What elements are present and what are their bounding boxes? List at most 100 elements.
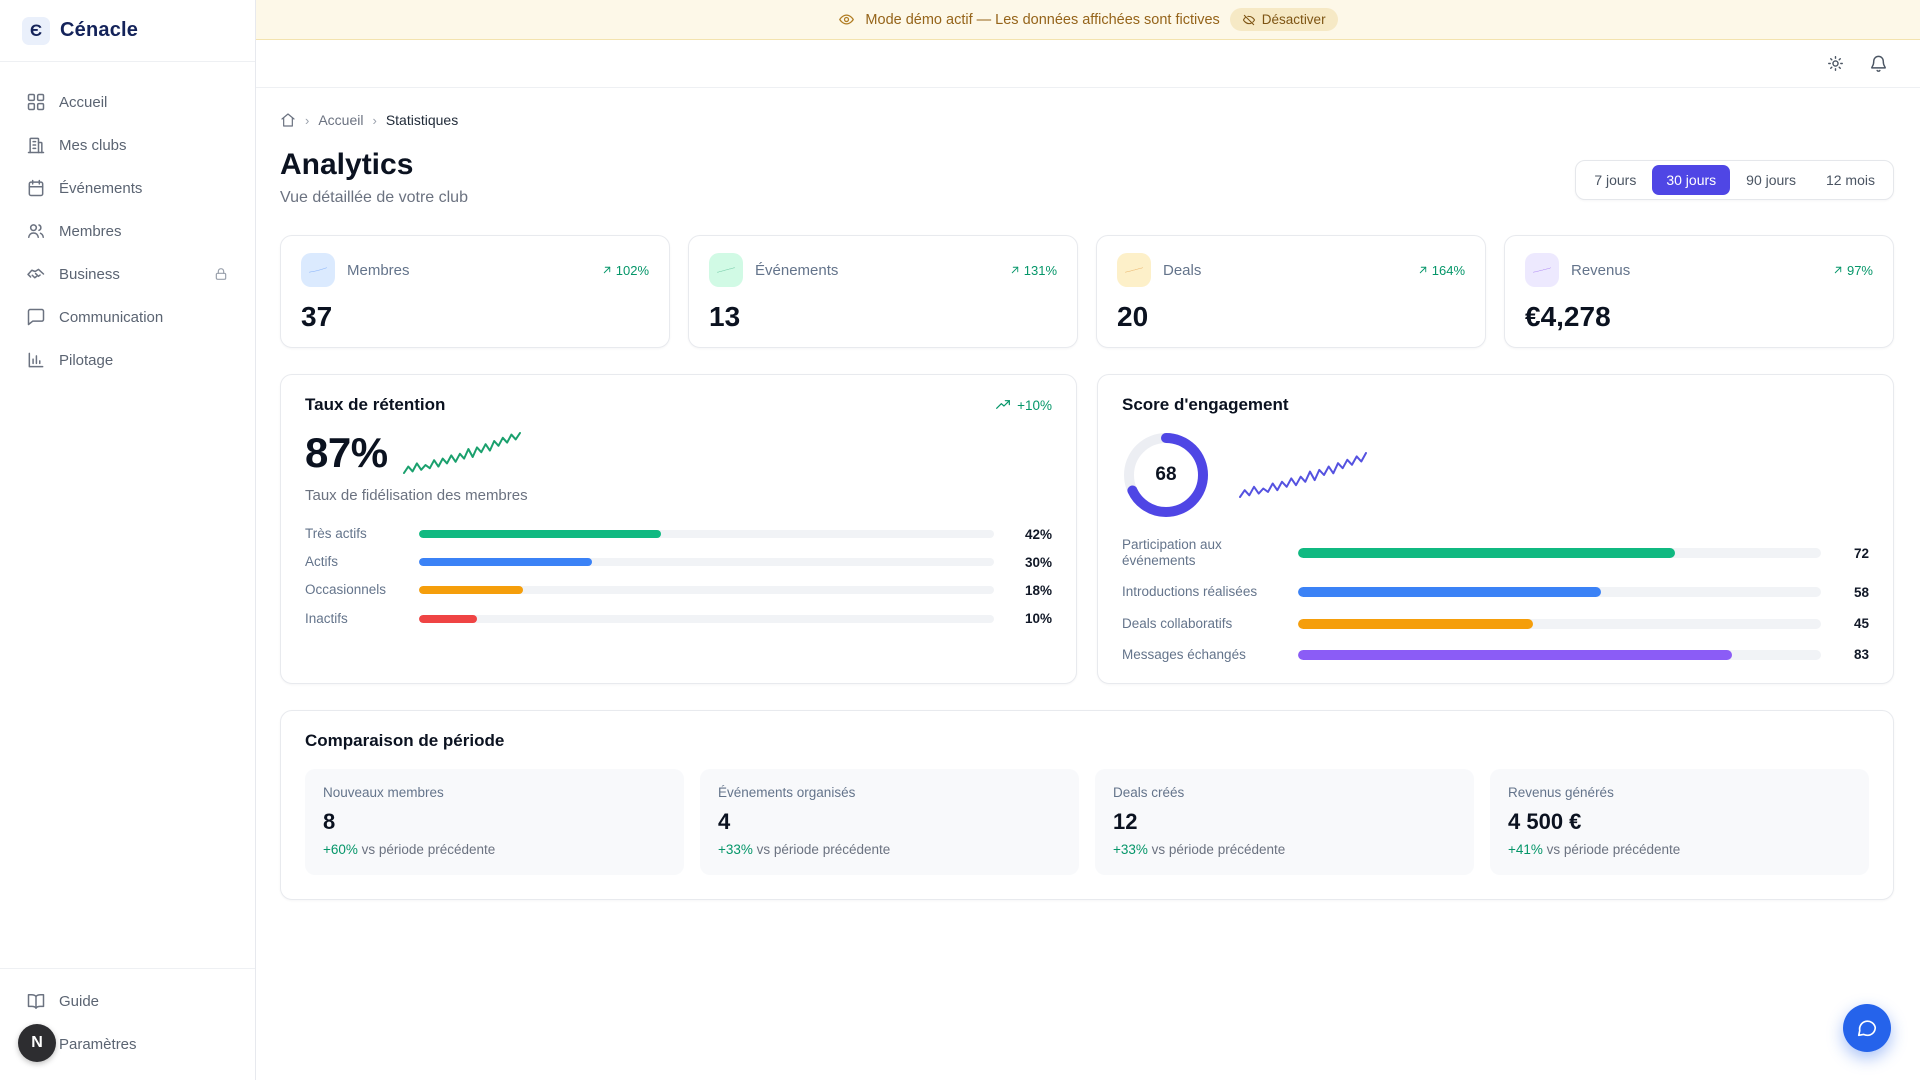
- bar-value: 18%: [1024, 582, 1052, 598]
- dollar-icon: [1525, 253, 1559, 287]
- range-tab-12-mois[interactable]: 12 mois: [1812, 165, 1889, 195]
- stat-label: Membres: [347, 261, 410, 279]
- notifications-bell-icon[interactable]: [1869, 54, 1888, 73]
- stat-card-membres: Membres 102% 37: [280, 235, 670, 348]
- comparison-label: Événements organisés: [718, 784, 856, 800]
- metric-bar-row: Inactifs 10%: [305, 611, 1052, 627]
- stat-label: Deals: [1163, 261, 1202, 279]
- comparison-label: Revenus générés: [1508, 784, 1614, 800]
- comparison-change: +60% vs période précédente: [323, 841, 496, 857]
- chat-support-button[interactable]: [1843, 1004, 1891, 1052]
- sidebar-nav: Accueil Mes clubs Événements Membres Bus…: [0, 62, 255, 400]
- stat-value: €4,278: [1525, 301, 1611, 332]
- comparison-card: Événements organisés 4 +33% vs période p…: [700, 768, 1079, 875]
- range-tab-90-jours[interactable]: 90 jours: [1732, 165, 1810, 195]
- range-tab-30-jours[interactable]: 30 jours: [1652, 165, 1731, 195]
- theme-toggle-sun-icon[interactable]: [1826, 54, 1845, 73]
- sidebar-item-label: Business: [59, 265, 120, 283]
- retention-subtitle: Taux de fidélisation des membres: [305, 487, 528, 504]
- bar-fill: [419, 586, 523, 595]
- building-icon: [26, 135, 46, 155]
- bar-label: Très actifs: [305, 526, 367, 541]
- bar-label: Occasionnels: [305, 582, 387, 598]
- page-header: Analytics Vue détaillée de votre club 7 …: [280, 148, 1894, 207]
- metric-bar-row: Messages échangés 83: [1122, 647, 1869, 663]
- bar-value: 58: [1853, 584, 1869, 600]
- sidebar-item-membres[interactable]: Membres: [16, 213, 239, 249]
- bar-label: Actifs: [305, 554, 339, 570]
- metric-bar-row: Introductions réalisées 58: [1122, 584, 1869, 600]
- comparison-card: Deals créés 12 +33% vs période précédent…: [1095, 768, 1474, 875]
- stat-change: 164%: [1417, 263, 1465, 278]
- arrow-up-right-icon: [1832, 264, 1844, 276]
- metric-bar-row: Actifs 30%: [305, 554, 1052, 570]
- breadcrumb-accueil[interactable]: Accueil: [318, 112, 364, 128]
- sidebar-item-pilotage[interactable]: Pilotage: [16, 342, 239, 378]
- user-avatar[interactable]: N: [18, 1024, 56, 1062]
- bar-track: [1298, 548, 1821, 559]
- sidebar: Є Cénacle Accueil Mes clubs Événements M…: [0, 0, 256, 1080]
- comparison-change: +33% vs période précédente: [1113, 841, 1286, 857]
- page-content: › Accueil › Statistiques Analytics Vue d…: [256, 88, 1920, 1080]
- stat-value: 37: [301, 301, 333, 332]
- sidebar-item-mes-clubs[interactable]: Mes clubs: [16, 127, 239, 163]
- comparison-value: 8: [323, 808, 336, 834]
- topbar: [256, 40, 1920, 88]
- bar-fill: [1298, 548, 1675, 559]
- stat-change: 97%: [1832, 263, 1873, 278]
- demo-banner-text: Mode démo actif — Les données affichées …: [865, 11, 1220, 28]
- sidebar-item-accueil[interactable]: Accueil: [16, 84, 239, 120]
- bar-label: Messages échangés: [1122, 646, 1246, 662]
- sidebar-item-label: Membres: [59, 222, 122, 240]
- handshake-icon: [1117, 253, 1151, 287]
- sidebar-item-label: Paramètres: [59, 1035, 137, 1053]
- arrow-up-right-icon: [601, 264, 613, 276]
- brand-name: Cénacle: [60, 19, 139, 41]
- retention-change: +10%: [995, 397, 1052, 413]
- bar-track: [1298, 587, 1821, 598]
- stat-cards-row: Membres 102% 37 Événements 131% 13 Deals…: [280, 235, 1894, 348]
- comparison-title: Comparaison de période: [305, 730, 505, 750]
- engagement-panel: Score d'engagement 68 Participation aux …: [1097, 374, 1894, 684]
- bar-value: 45: [1853, 616, 1869, 632]
- chat-bubble-icon: [1856, 1017, 1878, 1039]
- metric-bar-row: Participation aux événements 72: [1122, 537, 1869, 569]
- eye-icon: [838, 11, 855, 28]
- bar-track: [419, 586, 994, 595]
- date-range-tabs: 7 jours 30 jours 90 jours 12 mois: [1575, 160, 1894, 200]
- main-area: Mode démo actif — Les données affichées …: [256, 0, 1920, 1080]
- disable-demo-button[interactable]: Désactiver: [1229, 8, 1338, 31]
- sidebar-item-communication[interactable]: Communication: [16, 299, 239, 335]
- retention-value: 87%: [305, 429, 388, 476]
- comparison-value: 4 500 €: [1508, 808, 1582, 834]
- comparison-panel: Comparaison de période Nouveaux membres …: [280, 709, 1894, 900]
- page-title: Analytics: [280, 148, 414, 181]
- metric-bar-row: Très actifs 42%: [305, 526, 1052, 542]
- home-icon[interactable]: [280, 112, 296, 128]
- engagement-bars: Participation aux événements 72 Introduc…: [1122, 537, 1869, 663]
- arrow-up-right-icon: [1417, 264, 1429, 276]
- metric-bar-row: Occasionnels 18%: [305, 582, 1052, 598]
- bar-track: [419, 614, 994, 623]
- eye-off-icon: [1242, 13, 1256, 27]
- message-icon: [26, 307, 46, 327]
- stat-sparkline: [1751, 299, 1873, 333]
- bar-value: 30%: [1024, 554, 1052, 570]
- stat-sparkline: [1343, 299, 1465, 333]
- retention-panel: Taux de rétention +10% 87% Taux de fidél…: [280, 374, 1077, 684]
- sidebar-item-business[interactable]: Business: [16, 256, 239, 292]
- bar-track: [1298, 649, 1821, 660]
- retention-title: Taux de rétention: [305, 395, 446, 414]
- brand-logo-icon: Є: [22, 16, 50, 45]
- arrow-up-right-icon: [1009, 264, 1021, 276]
- comparison-label: Deals créés: [1113, 784, 1185, 800]
- engagement-score-donut: 68: [1122, 431, 1210, 519]
- users-icon: [26, 221, 46, 241]
- range-tab-7-jours[interactable]: 7 jours: [1580, 165, 1650, 195]
- sidebar-item-evenements[interactable]: Événements: [16, 170, 239, 206]
- stat-card-evenements: Événements 131% 13: [688, 235, 1078, 348]
- stat-label: Événements: [755, 261, 839, 279]
- bar-track: [1298, 618, 1821, 629]
- sidebar-item-guide[interactable]: Guide: [16, 983, 239, 1019]
- breadcrumb-separator: ›: [372, 112, 377, 128]
